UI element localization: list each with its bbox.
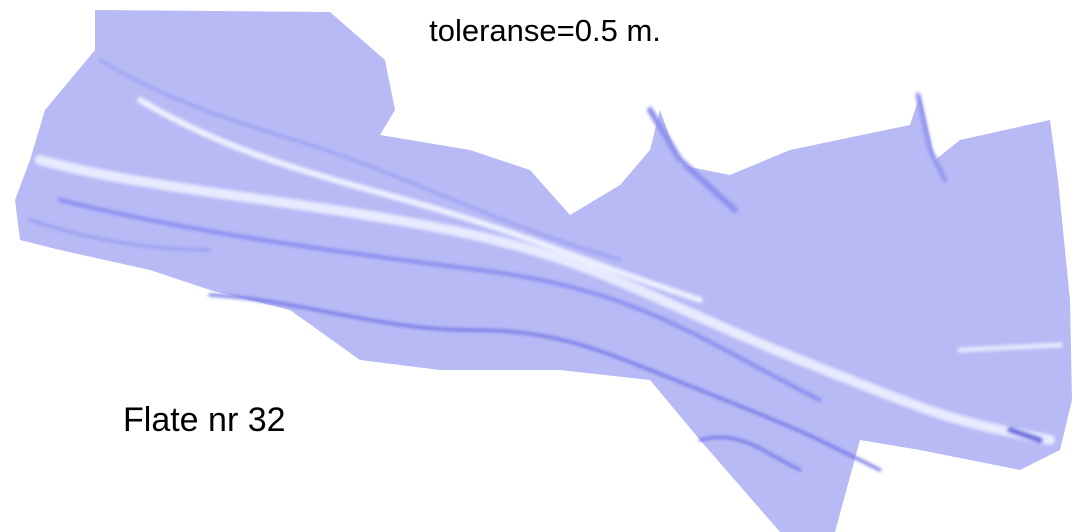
terrain bbox=[15, 10, 1072, 532]
map-title: toleranse=0.5 m. bbox=[429, 13, 661, 48]
map-label: Flate nr 32 bbox=[123, 401, 286, 439]
page: toleranse=0.5 m. Flate nr 32 (() => { co… bbox=[0, 0, 1076, 532]
map: toleranse=0.5 m. Flate nr 32 bbox=[0, 0, 1076, 532]
